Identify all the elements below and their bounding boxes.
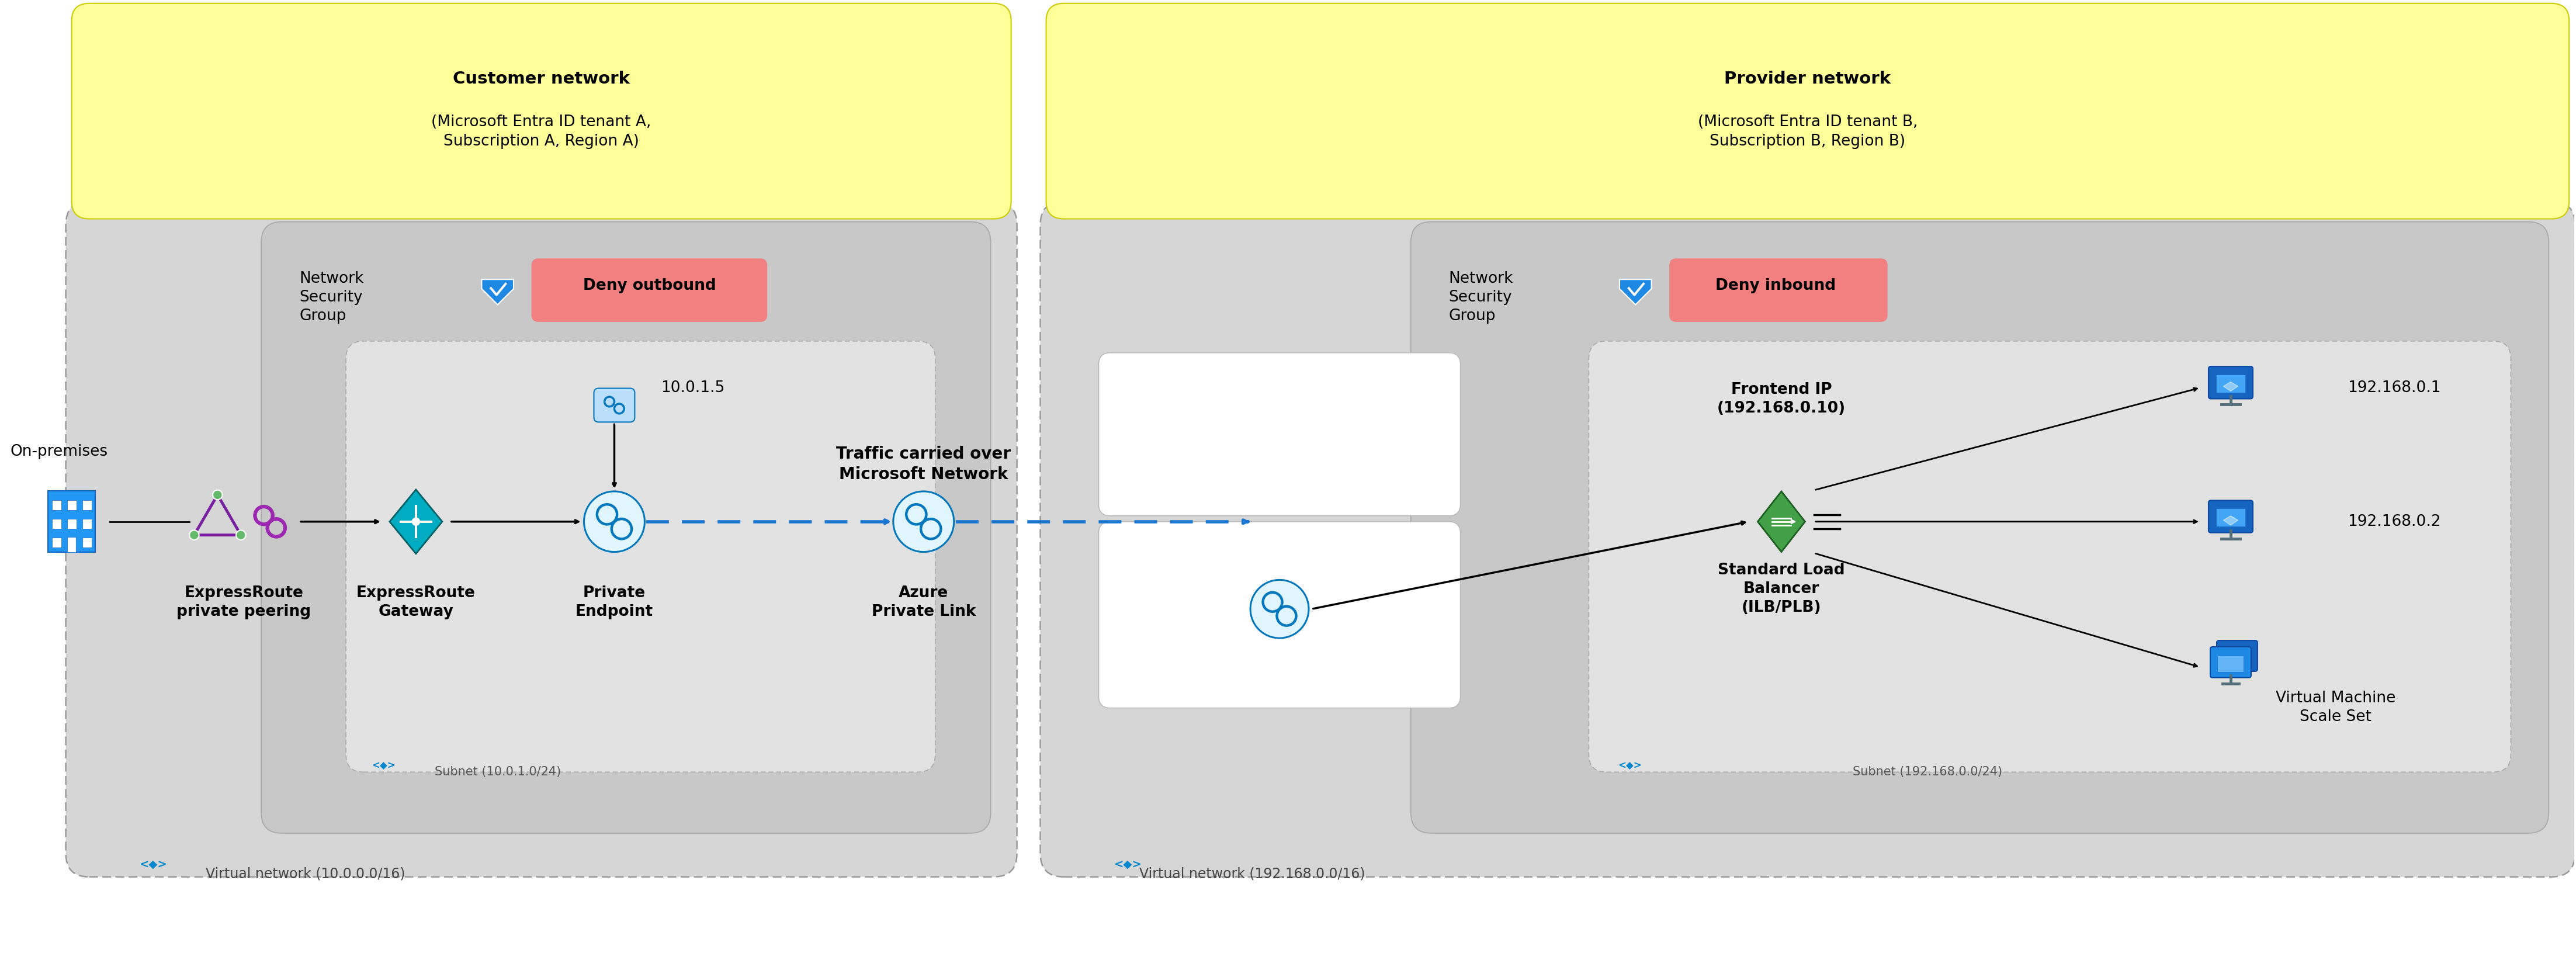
Text: Subnet (192.168.0.0/24): Subnet (192.168.0.0/24) [1852, 766, 2002, 778]
Text: (Microsoft Entra ID tenant A,
Subscription A, Region A): (Microsoft Entra ID tenant A, Subscripti… [430, 114, 652, 149]
Bar [82, 518, 93, 529]
FancyBboxPatch shape [2215, 374, 2246, 393]
Text: NAT IP
(192.168.0.5): NAT IP (192.168.0.5) [1221, 412, 1340, 445]
Text: <◆>: <◆> [1618, 761, 1641, 772]
Circle shape [237, 530, 245, 540]
Text: Azure
Private Link: Azure Private Link [871, 586, 976, 619]
Bar [82, 500, 93, 510]
Circle shape [585, 492, 644, 552]
Polygon shape [389, 490, 443, 554]
FancyBboxPatch shape [1589, 341, 2512, 772]
FancyBboxPatch shape [49, 491, 95, 552]
Polygon shape [482, 279, 513, 304]
Bar [67, 538, 75, 552]
FancyBboxPatch shape [2218, 640, 2257, 671]
Circle shape [1249, 580, 1309, 638]
FancyBboxPatch shape [595, 388, 634, 422]
Bar [52, 538, 62, 547]
FancyBboxPatch shape [1046, 4, 2568, 219]
Text: ExpressRoute
private peering: ExpressRoute private peering [178, 586, 312, 619]
Text: 192.168.0.1: 192.168.0.1 [2347, 380, 2439, 396]
Text: (Microsoft Entra ID tenant B,
Subscription B, Region B): (Microsoft Entra ID tenant B, Subscripti… [1698, 114, 1917, 149]
FancyBboxPatch shape [2218, 656, 2244, 672]
Text: Frontend IP
(192.168.0.10): Frontend IP (192.168.0.10) [1718, 382, 1844, 417]
Text: <◆>: <◆> [1113, 858, 1141, 870]
FancyBboxPatch shape [2223, 650, 2251, 665]
Text: Private
Endpoint: Private Endpoint [574, 586, 654, 619]
FancyBboxPatch shape [1412, 222, 2548, 833]
Text: 192.168.0.2: 192.168.0.2 [2347, 514, 2439, 529]
Text: Network
Security
Group: Network Security Group [299, 272, 363, 324]
Text: Virtual Machine
Scale Set: Virtual Machine Scale Set [2275, 690, 2396, 725]
Polygon shape [2223, 516, 2239, 525]
Circle shape [412, 517, 420, 525]
Bar [52, 500, 62, 510]
FancyBboxPatch shape [1097, 352, 1461, 516]
Bar [52, 518, 62, 529]
Text: Virtual network (192.168.0.0/16): Virtual network (192.168.0.0/16) [1139, 867, 1365, 881]
Bar [82, 538, 93, 547]
Text: Standard Load
Balancer
(ILB/PLB): Standard Load Balancer (ILB/PLB) [1718, 563, 1844, 615]
Text: Provider network: Provider network [1723, 71, 1891, 87]
FancyBboxPatch shape [67, 202, 1018, 876]
Text: Network
Security
Group: Network Security Group [1448, 272, 1512, 324]
Circle shape [191, 530, 198, 540]
Text: 10.0.1.5: 10.0.1.5 [662, 380, 724, 396]
Text: <◆>: <◆> [371, 761, 397, 772]
FancyBboxPatch shape [1669, 258, 1888, 322]
FancyBboxPatch shape [2215, 508, 2246, 526]
Text: Virtual network (10.0.0.0/16): Virtual network (10.0.0.0/16) [206, 867, 404, 881]
FancyBboxPatch shape [2208, 367, 2254, 398]
Circle shape [894, 492, 953, 552]
Bar [67, 500, 77, 510]
Text: Traffic carried over
Microsoft Network: Traffic carried over Microsoft Network [837, 446, 1010, 483]
FancyBboxPatch shape [2210, 647, 2251, 678]
FancyBboxPatch shape [1097, 521, 1461, 708]
Bar [67, 518, 77, 529]
FancyBboxPatch shape [260, 222, 992, 833]
Text: Subnet (10.0.1.0/24): Subnet (10.0.1.0/24) [435, 766, 562, 778]
Text: On-premises: On-premises [10, 444, 108, 459]
FancyBboxPatch shape [2208, 500, 2254, 533]
Text: ExpressRoute
Gateway: ExpressRoute Gateway [355, 586, 477, 619]
Text: <◆>: <◆> [139, 858, 167, 870]
Polygon shape [1757, 492, 1806, 552]
Polygon shape [1620, 279, 1651, 304]
Text: Private Link
Service: Private Link Service [1226, 610, 1332, 643]
Text: Deny outbound: Deny outbound [582, 278, 716, 294]
FancyBboxPatch shape [345, 341, 935, 772]
Circle shape [214, 490, 222, 499]
FancyBboxPatch shape [1041, 202, 2576, 876]
FancyBboxPatch shape [72, 4, 1012, 219]
Polygon shape [2223, 382, 2239, 391]
Text: Deny inbound: Deny inbound [1716, 278, 1837, 294]
FancyBboxPatch shape [531, 258, 768, 322]
Text: Customer network: Customer network [453, 71, 631, 87]
